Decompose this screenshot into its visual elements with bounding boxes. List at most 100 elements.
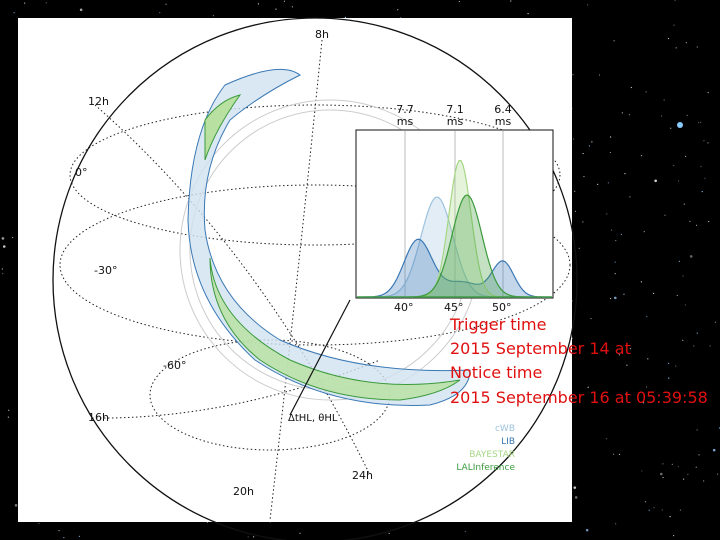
star (574, 496, 578, 499)
star (668, 377, 670, 379)
star (527, 13, 529, 15)
star (640, 154, 643, 157)
star (572, 74, 574, 76)
star (684, 304, 686, 306)
star (687, 473, 689, 475)
star (609, 151, 611, 154)
star (664, 214, 666, 216)
star (682, 478, 685, 480)
star (45, 2, 47, 4)
star (700, 121, 702, 123)
star (675, 365, 677, 367)
star (624, 173, 626, 175)
star (641, 470, 643, 472)
star (583, 175, 585, 178)
star (646, 316, 648, 318)
star (682, 339, 684, 342)
star (678, 260, 681, 262)
overlay-text: 2015 September 16 at 05:39:58 (450, 388, 708, 407)
delay-label: 7.1 ms (446, 103, 464, 128)
star (640, 281, 642, 283)
star (605, 438, 608, 440)
star (693, 345, 695, 347)
overlay-text: Notice time (450, 363, 543, 382)
star (673, 164, 675, 167)
star (643, 231, 645, 233)
star (598, 74, 601, 76)
star (684, 155, 687, 157)
star (629, 196, 631, 198)
hour-label: 16h (88, 411, 109, 424)
star (614, 261, 616, 263)
hour-label: 8h (315, 28, 329, 41)
star (23, 2, 26, 4)
star (610, 229, 613, 231)
star (582, 152, 584, 155)
star (652, 292, 655, 294)
star (709, 345, 711, 347)
star (663, 99, 665, 101)
star (573, 138, 575, 140)
star (645, 386, 648, 388)
star (675, 47, 677, 49)
star (574, 210, 577, 212)
star (388, 532, 390, 535)
star (708, 220, 710, 223)
star (703, 140, 705, 142)
angle-label: 45° (444, 301, 464, 314)
lal-region (209, 257, 461, 401)
star (712, 448, 716, 452)
star (662, 463, 664, 465)
star (12, 236, 14, 239)
star (626, 364, 628, 366)
star (648, 509, 650, 511)
star (620, 233, 622, 236)
star (165, 3, 167, 5)
overlay-text: Trigger time (450, 315, 547, 334)
star (671, 463, 673, 465)
angle-label: 40° (394, 301, 414, 314)
star (614, 273, 616, 275)
star (695, 224, 698, 226)
star (700, 166, 702, 168)
star (397, 9, 399, 11)
grid-line (94, 104, 371, 476)
star (613, 40, 615, 42)
lal-region-north (204, 94, 242, 161)
star (79, 8, 83, 12)
star (613, 296, 617, 300)
star (257, 3, 260, 5)
star (8, 409, 10, 411)
star (697, 122, 700, 124)
star (591, 141, 593, 143)
grid-line (91, 359, 381, 419)
star (696, 429, 698, 431)
star (647, 358, 649, 360)
hour-label: 20h (233, 485, 254, 498)
star (677, 180, 680, 182)
inset-plot (357, 131, 552, 298)
star (587, 386, 589, 388)
star (642, 402, 645, 404)
star (7, 416, 9, 418)
star (464, 530, 467, 532)
legend-entry: LIB (501, 437, 515, 447)
inset-curve (357, 194, 552, 298)
star (704, 177, 706, 179)
star (597, 183, 599, 185)
bright-star (677, 122, 683, 128)
star (618, 453, 621, 455)
star (609, 136, 612, 138)
star (291, 6, 294, 8)
sky-boundary (52, 17, 578, 540)
star (696, 332, 698, 334)
star (653, 507, 655, 509)
star (607, 182, 609, 184)
star (573, 486, 577, 489)
star (686, 114, 688, 116)
star (714, 321, 716, 323)
star (717, 473, 719, 475)
star (645, 91, 647, 93)
